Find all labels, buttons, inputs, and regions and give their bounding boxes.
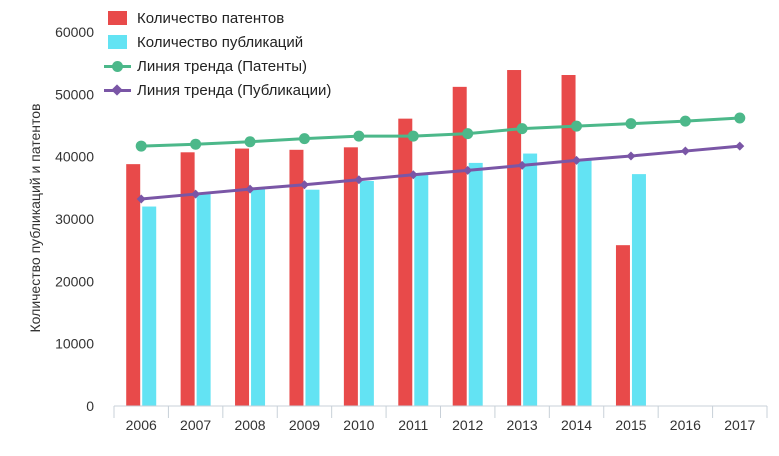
legend-label-trend-patents: Линия тренда (Патенты): [137, 57, 308, 75]
bar-publications: [577, 159, 592, 406]
x-tick-label: 2008: [234, 417, 265, 433]
trend-point-circle: [571, 120, 583, 132]
legend-item-publications[interactable]: Количество публикаций: [104, 30, 374, 54]
trend-point-diamond: [245, 184, 255, 194]
bar-patents: [180, 152, 195, 406]
trend-point-diamond: [354, 175, 364, 185]
legend-line-trend-patents: [104, 59, 131, 73]
trend-point-circle: [516, 123, 528, 135]
bar-publications: [196, 192, 211, 406]
legend-label-patents: Количество патентов: [137, 9, 285, 27]
bars: [126, 70, 646, 407]
y-tick-label: 0: [86, 398, 94, 414]
legend-line-trend-publications: [104, 83, 131, 97]
trend-point-diamond: [517, 160, 527, 170]
bar-publications: [359, 180, 374, 406]
x-tick-label: 2011: [398, 417, 428, 433]
trend-point-diamond: [191, 189, 201, 199]
bar-patents: [615, 245, 630, 406]
y-axis-label: Количество публикаций и патентов: [27, 104, 43, 333]
x-tick-label: 2016: [670, 417, 701, 433]
trend-lines: [135, 112, 746, 204]
x-tick-label: 2012: [452, 417, 483, 433]
trend-point-circle: [407, 130, 419, 142]
x-tick-label: 2009: [289, 417, 320, 433]
bar-patents: [507, 70, 522, 407]
bar-patents: [289, 149, 304, 406]
trend-point-diamond: [299, 180, 309, 190]
trend-point-circle: [353, 130, 365, 142]
trend-point-circle: [244, 136, 256, 148]
legend-item-trend-publications[interactable]: Линия тренда (Публикации): [104, 78, 374, 102]
x-tick-label: 2017: [724, 417, 755, 433]
legend-label-publications: Количество публикаций: [137, 33, 304, 51]
trend-point-diamond: [626, 151, 636, 161]
bar-publications: [305, 189, 320, 406]
y-tick-label: 50000: [55, 86, 94, 102]
trend-point-circle: [734, 112, 746, 124]
legend-item-trend-patents[interactable]: Линия тренда (Патенты): [104, 54, 374, 78]
legend-swatch-publications: [108, 35, 127, 49]
bar-publications: [523, 153, 538, 406]
bar-patents: [561, 75, 576, 406]
y-axis-ticks: 0 10000 20000 30000 40000 50000 60000: [55, 24, 94, 414]
trend-point-circle: [298, 133, 310, 145]
legend-swatch-patents: [108, 11, 127, 25]
y-tick-label: 60000: [55, 24, 94, 40]
bar-publications: [631, 174, 646, 406]
bar-patents: [126, 164, 141, 406]
legend-item-patents[interactable]: Количество патентов: [104, 6, 374, 30]
trend-point-diamond: [463, 165, 473, 175]
trend-point-circle: [679, 115, 691, 127]
trend-point-diamond: [408, 170, 418, 180]
bar-patents: [398, 118, 413, 406]
trend-point-diamond: [136, 194, 146, 204]
trend-line: [141, 116, 740, 148]
trend-point-diamond: [572, 155, 582, 165]
bar-patents: [452, 86, 467, 406]
bar-publications: [414, 174, 429, 406]
trend-point-diamond: [735, 141, 745, 151]
bar-publications: [251, 189, 266, 406]
y-tick-label: 10000: [55, 336, 94, 352]
x-tick-label: 2013: [507, 417, 538, 433]
x-tick-label: 2006: [126, 417, 157, 433]
trend-point-circle: [135, 140, 147, 152]
legend: Количество патентов Количество публикаци…: [104, 6, 374, 102]
trend-line: [141, 144, 740, 201]
trend-point-circle: [625, 118, 637, 130]
y-tick-label: 20000: [55, 273, 94, 289]
legend-label-trend-publications: Линия тренда (Публикации): [137, 81, 332, 99]
bar-publications: [468, 162, 483, 406]
x-tick-label: 2014: [561, 417, 592, 433]
trend-point-diamond: [680, 146, 690, 156]
x-axis: 2006 2007 2008 2009 2010 2011 2012 2013 2014 2015…: [113, 405, 768, 433]
bar-publications: [142, 206, 157, 406]
x-tick-label: 2007: [180, 417, 211, 433]
trend-point-circle: [190, 138, 202, 150]
trend-point-circle: [462, 128, 474, 140]
bar-patents: [343, 147, 358, 407]
y-tick-label: 30000: [55, 211, 94, 227]
x-tick-label: 2010: [343, 417, 374, 433]
bar-patents: [235, 148, 250, 406]
y-tick-label: 40000: [55, 149, 94, 165]
x-tick-label: 2015: [615, 417, 646, 433]
